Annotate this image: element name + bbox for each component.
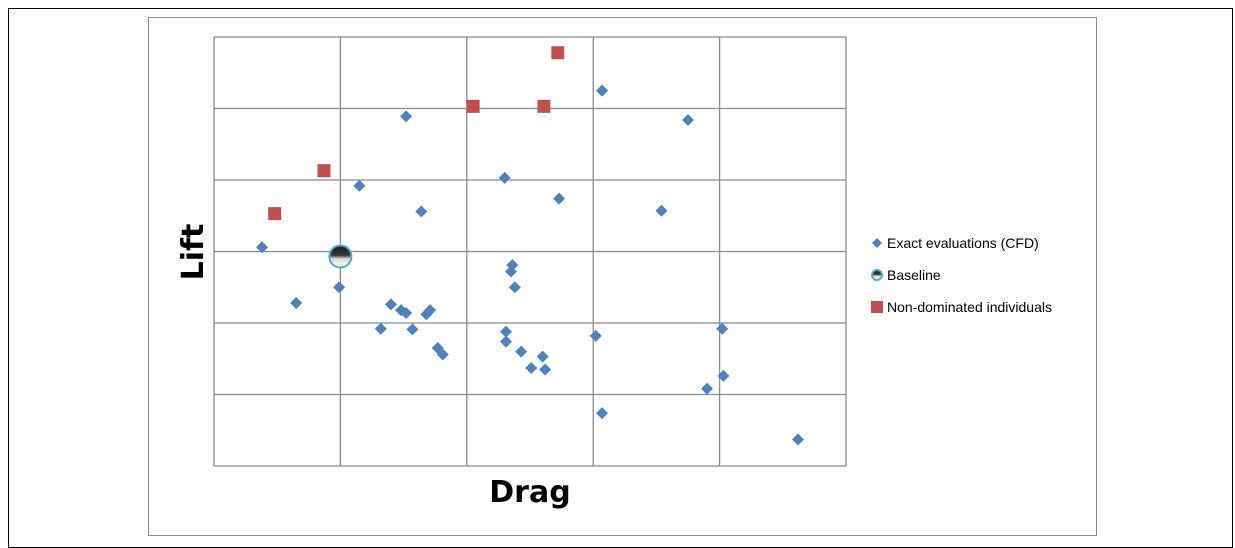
cfd-point [553,192,566,205]
legend-marker-diamond [872,238,882,248]
cfd-point [498,171,511,184]
cfd-point [716,322,729,335]
plot-grid [213,36,847,467]
non-dominated-point [268,207,282,221]
scatter-chart: Drag Lift Exact evaluations (CFD) Baselin… [176,36,1052,510]
baseline-point [328,244,353,269]
cfd-point [424,304,437,317]
x-axis-title: Drag [489,475,570,510]
cfd-point [655,204,668,217]
cfd-point [536,350,549,363]
legend-marker-square [871,301,883,313]
cfd-point [525,362,538,375]
legend-label: Non-dominated individuals [887,299,1052,315]
cfd-point [682,113,694,126]
cfd-point [506,259,519,272]
cfd-point [406,323,419,336]
cfd-point [596,407,609,420]
non-dominated-point [317,164,331,178]
legend-label: Baseline [887,267,941,283]
cfd-point [700,382,713,395]
cfd-point [499,325,512,338]
cfd-point [508,281,521,294]
data-points [256,46,804,446]
cfd-point [384,298,397,311]
cfd-point [333,281,346,294]
legend-label: Exact evaluations (CFD) [887,235,1039,251]
cfd-point [353,179,366,192]
non-dominated-point [551,46,565,60]
non-dominated-point [466,99,480,113]
legend: Exact evaluations (CFD) Baseline Non-domin… [871,235,1052,315]
cfd-point [499,335,512,348]
cfd-point [400,306,413,319]
cfd-point [791,433,804,446]
cfd-point [256,241,269,254]
cfd-point [374,322,387,335]
non-dominated-point [537,99,551,113]
cfd-point [596,84,609,97]
cfd-point [436,348,449,361]
legend-marker-circle [871,269,883,281]
cfd-point [539,363,552,376]
y-axis-title: Lift [176,224,211,281]
cfd-point [717,369,730,382]
cfd-point [415,205,428,218]
cfd-point [515,345,528,358]
cfd-point [589,329,602,342]
cfd-point [400,110,413,123]
cfd-point [290,296,303,309]
